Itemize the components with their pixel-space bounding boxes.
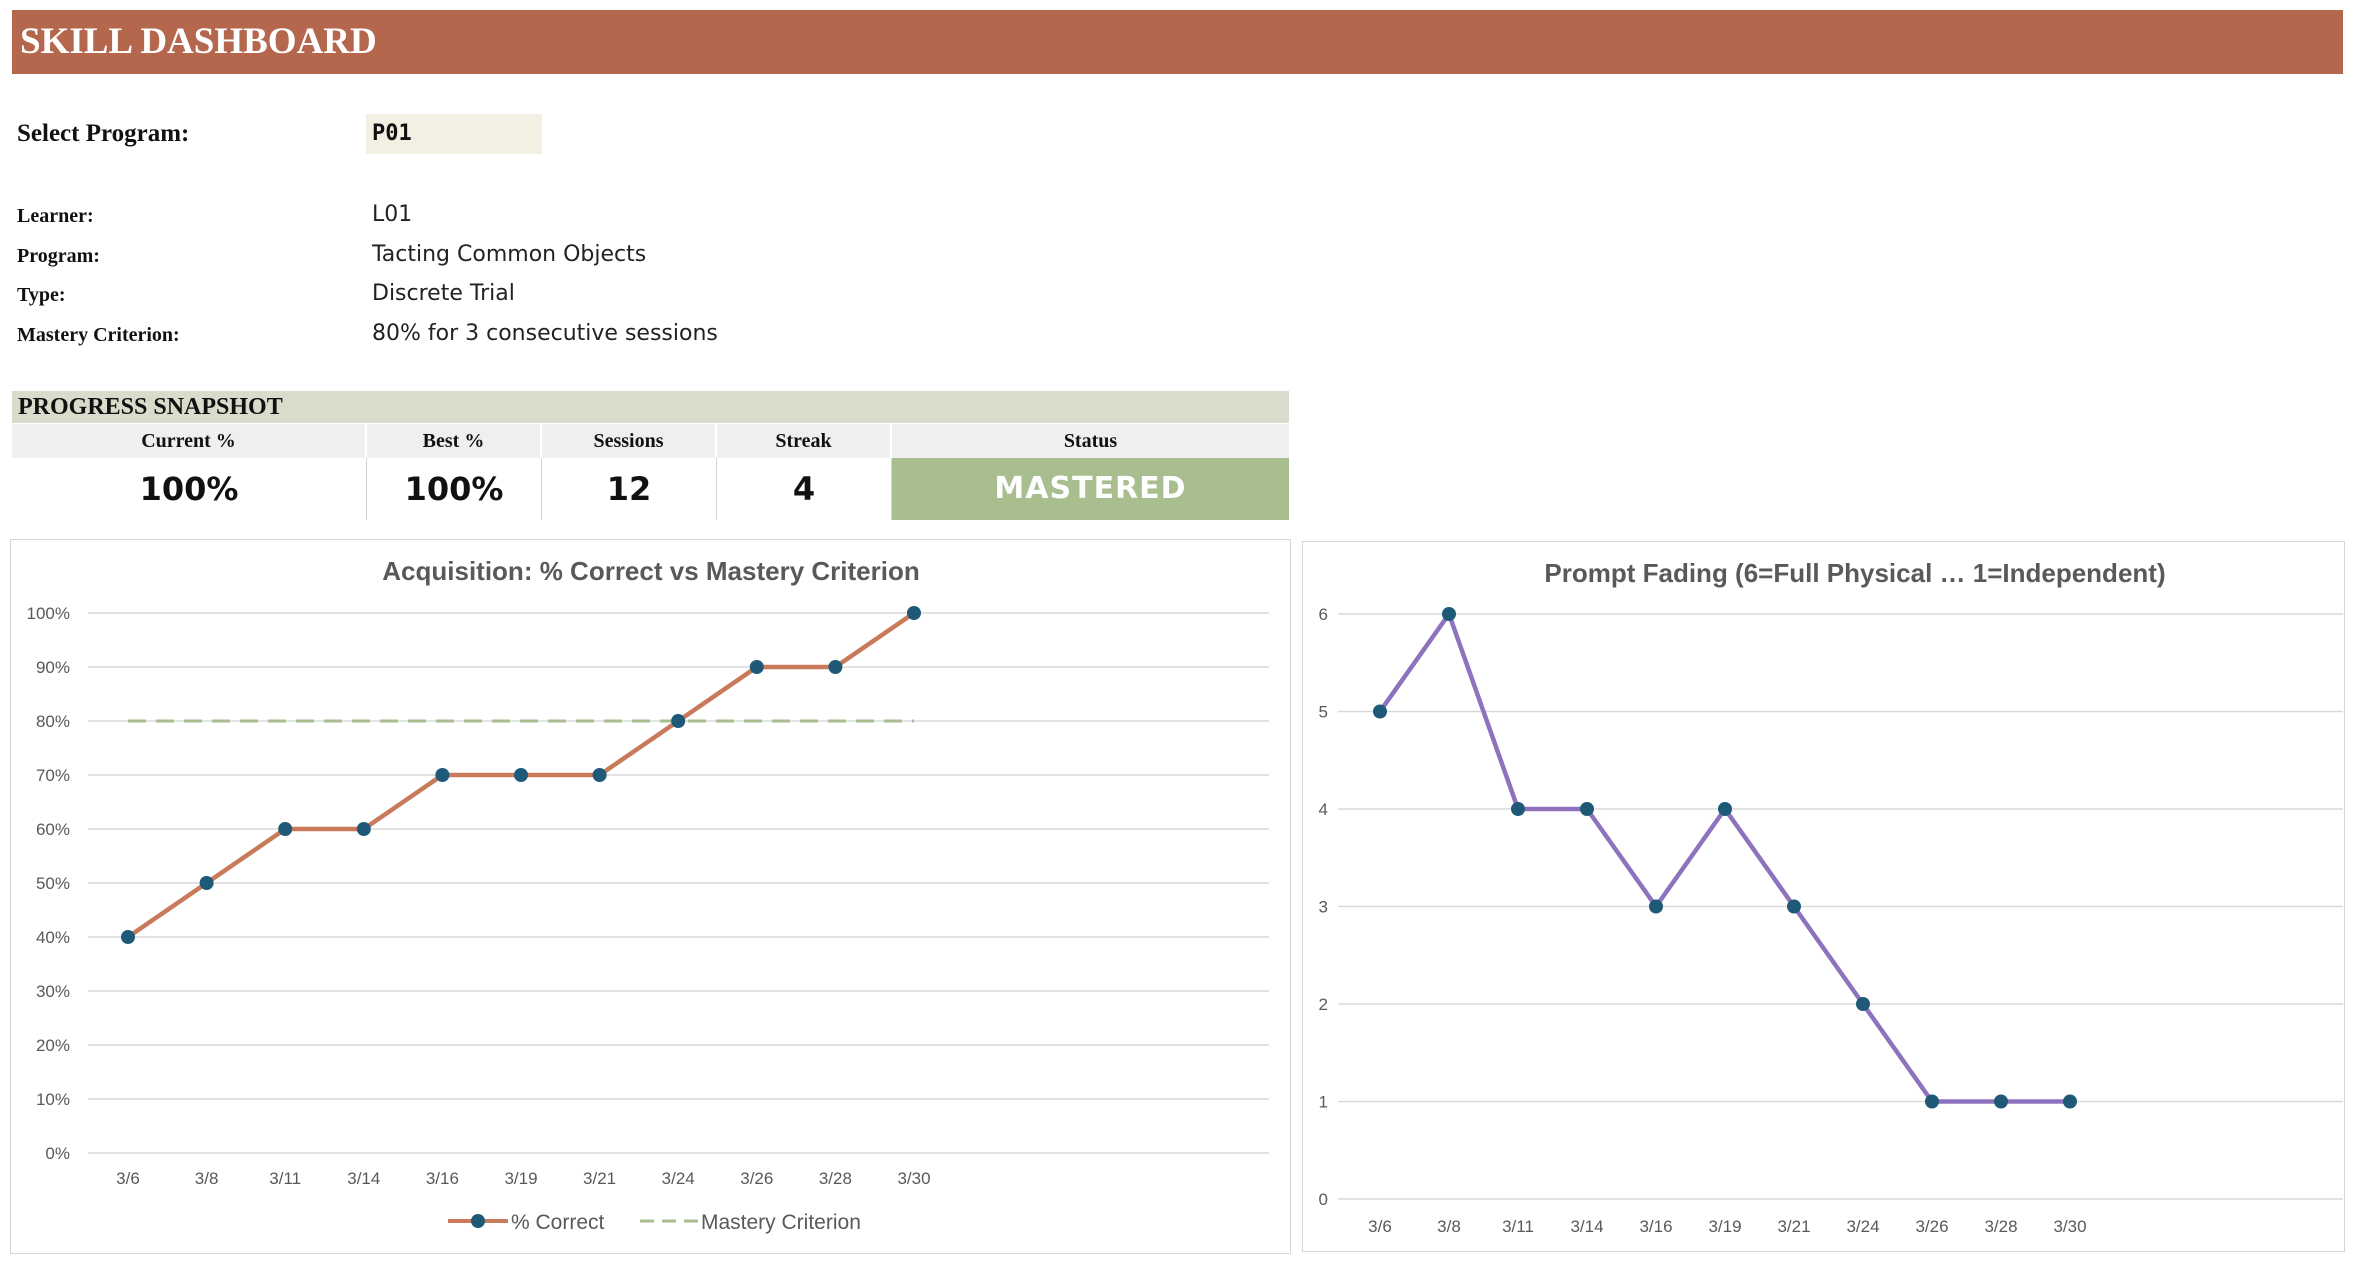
y-tick-label: 30%: [36, 982, 70, 1001]
acquisition-chart: Acquisition: % Correct vs Mastery Criter…: [10, 539, 1291, 1254]
data-point: [1373, 704, 1387, 719]
y-tick-label: 20%: [36, 1036, 70, 1055]
data-point: [435, 768, 450, 782]
x-tick-label: 3/26: [1915, 1217, 1948, 1236]
data-point: [278, 822, 293, 836]
y-tick-label: 60%: [36, 820, 70, 839]
x-tick-label: 3/16: [426, 1169, 459, 1188]
y-tick-label: 5: [1319, 703, 1328, 722]
prompt-fading-chart-svg: Prompt Fading (6=Full Physical … 1=Indep…: [1319, 558, 2343, 1236]
progress-snapshot-title: PROGRESS SNAPSHOT: [12, 391, 1289, 423]
acquisition-chart-title: Acquisition: % Correct vs Mastery Criter…: [382, 556, 919, 586]
x-tick-label: 3/11: [1502, 1217, 1534, 1236]
learner-value: L01: [372, 202, 413, 227]
data-point: [356, 822, 371, 836]
data-point: [1718, 802, 1732, 816]
x-tick-label: 3/8: [1437, 1217, 1461, 1236]
dashboard-banner: SKILL DASHBOARD: [12, 10, 2343, 74]
y-tick-label: 70%: [36, 766, 70, 785]
x-tick-label: 3/26: [740, 1169, 773, 1188]
x-tick-label: 3/30: [2053, 1217, 2086, 1236]
x-tick-label: 3/8: [195, 1169, 219, 1188]
legend-correct-marker: [471, 1214, 485, 1228]
prompt-fading-chart: Prompt Fading (6=Full Physical … 1=Indep…: [1302, 541, 2345, 1252]
data-point: [1925, 1094, 1939, 1109]
learner-label: Learner:: [17, 205, 94, 227]
y-tick-label: 4: [1319, 800, 1328, 819]
y-tick-label: 3: [1319, 898, 1328, 917]
x-tick-label: 3/19: [1708, 1217, 1741, 1236]
header-best-percent: Best %: [367, 424, 542, 458]
type-label: Type:: [17, 284, 66, 306]
x-tick-label: 3/16: [1639, 1217, 1672, 1236]
mastery-criterion-label: Mastery Criterion:: [17, 324, 180, 346]
data-point: [749, 660, 764, 674]
x-tick-label: 3/14: [347, 1169, 380, 1188]
x-tick-label: 3/6: [116, 1169, 140, 1188]
x-tick-label: 3/6: [1368, 1217, 1392, 1236]
x-tick-label: 3/28: [819, 1169, 852, 1188]
mastery-criterion-value: 80% for 3 consecutive sessions: [372, 321, 718, 346]
y-tick-label: 0: [1319, 1190, 1328, 1209]
best-percent-value: 100%: [367, 458, 542, 520]
x-tick-label: 3/21: [583, 1169, 616, 1188]
y-tick-label: 2: [1319, 995, 1328, 1014]
header-current-percent: Current %: [12, 424, 367, 458]
x-tick-label: 3/24: [1846, 1217, 1879, 1236]
program-select-input[interactable]: P01: [366, 114, 542, 154]
x-tick-label: 3/19: [504, 1169, 537, 1188]
streak-value: 4: [717, 458, 892, 520]
series-line: [1378, 611, 2070, 1104]
y-tick-label: 80%: [36, 712, 70, 731]
type-value: Discrete Trial: [372, 281, 515, 306]
y-tick-label: 6: [1319, 605, 1328, 624]
data-point: [121, 930, 135, 944]
data-point: [1856, 997, 1870, 1011]
x-tick-label: 3/24: [662, 1169, 695, 1188]
header-streak: Streak: [717, 424, 892, 458]
data-point: [514, 768, 528, 782]
data-point: [592, 768, 607, 782]
data-point: [907, 606, 921, 620]
y-tick-label: 40%: [36, 928, 70, 947]
data-point: [1442, 607, 1456, 621]
data-point: [1511, 802, 1525, 816]
legend-mastery-label: Mastery Criterion: [701, 1211, 861, 1234]
x-tick-label: 3/21: [1777, 1217, 1810, 1236]
y-tick-label: 50%: [36, 874, 70, 893]
data-point: [1649, 899, 1663, 914]
x-tick-label: 3/14: [1570, 1217, 1603, 1236]
y-tick-label: 90%: [36, 658, 70, 677]
x-tick-label: 3/30: [897, 1169, 930, 1188]
data-point: [1787, 899, 1801, 914]
program-label: Program:: [17, 245, 100, 267]
data-point: [199, 876, 214, 890]
sessions-value: 12: [542, 458, 717, 520]
header-sessions: Sessions: [542, 424, 717, 458]
y-tick-label: 10%: [36, 1090, 70, 1109]
y-tick-label: 0%: [45, 1144, 70, 1163]
select-program-label: Select Program:: [17, 120, 190, 147]
current-percent-value: 100%: [12, 458, 367, 520]
y-tick-label: 100%: [27, 604, 70, 623]
x-tick-label: 3/11: [269, 1169, 301, 1188]
acquisition-chart-legend: % Correct Mastery Criterion: [448, 1211, 861, 1234]
x-tick-label: 3/28: [1984, 1217, 2017, 1236]
data-point: [671, 714, 686, 728]
header-status: Status: [892, 424, 1289, 458]
acquisition-chart-svg: Acquisition: % Correct vs Mastery Criter…: [27, 556, 1269, 1234]
data-point: [1580, 802, 1594, 816]
data-point: [828, 660, 843, 674]
status-badge: MASTERED: [892, 458, 1289, 520]
legend-correct-label: % Correct: [511, 1211, 605, 1234]
prompt-fading-chart-title: Prompt Fading (6=Full Physical … 1=Indep…: [1544, 558, 2165, 588]
data-point: [2063, 1094, 2077, 1109]
program-value: Tacting Common Objects: [372, 242, 647, 267]
y-tick-label: 1: [1319, 1093, 1328, 1112]
data-point: [1994, 1094, 2008, 1109]
